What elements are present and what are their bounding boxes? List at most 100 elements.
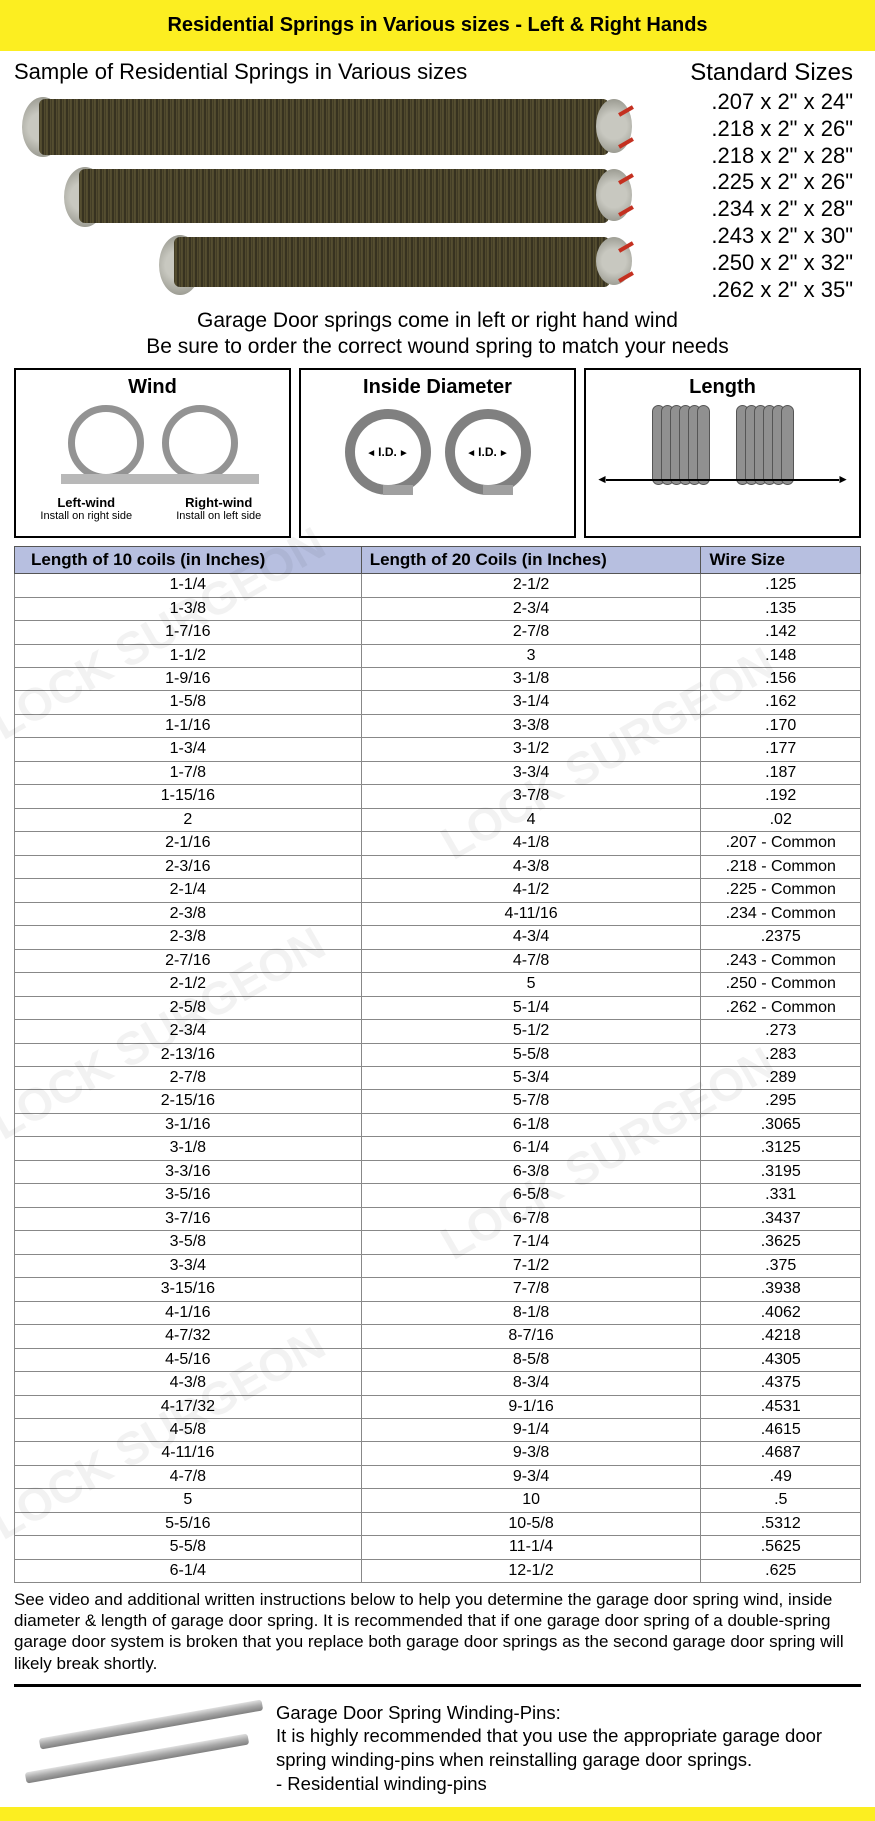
table-cell: 5-1/4	[361, 996, 701, 1019]
mid-line-1: Garage Door springs come in left or righ…	[14, 308, 861, 334]
table-row: 1-1/23.148	[15, 644, 861, 667]
table-cell: 1-9/16	[15, 668, 362, 691]
table-cell: 5-7/8	[361, 1090, 701, 1113]
table-cell: .5312	[701, 1512, 861, 1535]
table-cell: .218 - Common	[701, 855, 861, 878]
table-cell: .142	[701, 621, 861, 644]
table-row: 2-1/25.250 - Common	[15, 973, 861, 996]
table-row: 1-3/43-1/2.177	[15, 738, 861, 761]
table-cell: 3-7/8	[361, 785, 701, 808]
length-diagram: Length	[584, 368, 861, 538]
table-cell: .4687	[701, 1442, 861, 1465]
table-cell: 3-5/16	[15, 1184, 362, 1207]
table-cell: 1-3/4	[15, 738, 362, 761]
table-cell: 3-3/16	[15, 1160, 362, 1183]
table-cell: 4-3/8	[361, 855, 701, 878]
table-cell: .162	[701, 691, 861, 714]
left-wind-sub: Install on right side	[40, 510, 132, 522]
size-item: .262 x 2" x 35"	[641, 277, 853, 304]
table-cell: 8-7/16	[361, 1325, 701, 1348]
length-arrow-icon	[606, 479, 839, 481]
table-cell: .243 - Common	[701, 949, 861, 972]
table-row: 4-3/88-3/4.4375	[15, 1372, 861, 1395]
table-cell: .273	[701, 1020, 861, 1043]
table-cell: 10-5/8	[361, 1512, 701, 1535]
table-cell: 11-1/4	[361, 1536, 701, 1559]
table-row: 4-7/89-3/4.49	[15, 1465, 861, 1488]
table-cell: .5	[701, 1489, 861, 1512]
table-cell: 9-1/4	[361, 1419, 701, 1442]
table-cell: .331	[701, 1184, 861, 1207]
table-cell: 2-1/16	[15, 832, 362, 855]
table-row: 3-15/167-7/8.3938	[15, 1278, 861, 1301]
wind-title: Wind	[20, 376, 285, 399]
table-cell: 4-5/16	[15, 1348, 362, 1371]
table-cell: .375	[701, 1254, 861, 1277]
table-cell: 1-5/8	[15, 691, 362, 714]
banner-title: Residential Springs in Various sizes - L…	[0, 0, 875, 51]
table-cell: 6-5/8	[361, 1184, 701, 1207]
table-cell: 5-5/8	[361, 1043, 701, 1066]
table-cell: .4218	[701, 1325, 861, 1348]
table-row: 2-13/165-5/8.283	[15, 1043, 861, 1066]
table-row: 2-7/164-7/8.243 - Common	[15, 949, 861, 972]
table-row: 2-7/85-3/4.289	[15, 1066, 861, 1089]
right-wind-sub: Install on left side	[176, 510, 261, 522]
size-item: .218 x 2" x 28"	[641, 143, 853, 170]
inside-diameter-diagram: Inside Diameter I.D. I.D.	[299, 368, 576, 538]
table-cell: 4-1/2	[361, 879, 701, 902]
table-cell: .187	[701, 761, 861, 784]
springs-photo	[14, 89, 604, 289]
id-circle-right: I.D.	[445, 409, 531, 495]
size-item: .218 x 2" x 26"	[641, 116, 853, 143]
table-cell: 2-1/4	[15, 879, 362, 902]
table-cell: 2-3/16	[15, 855, 362, 878]
table-cell: 5-1/2	[361, 1020, 701, 1043]
table-cell: .3125	[701, 1137, 861, 1160]
table-cell: 3-3/4	[15, 1254, 362, 1277]
table-cell: 3-1/8	[361, 668, 701, 691]
table-cell: 1-7/16	[15, 621, 362, 644]
left-wind-label: Left-wind	[20, 495, 153, 510]
table-cell: 1-3/8	[15, 597, 362, 620]
table-cell: .283	[701, 1043, 861, 1066]
table-cell: .170	[701, 714, 861, 737]
table-row: 6-1/412-1/2.625	[15, 1559, 861, 1582]
table-row: 4-11/169-3/8.4687	[15, 1442, 861, 1465]
table-cell: 1-15/16	[15, 785, 362, 808]
table-cell: 6-1/4	[15, 1559, 362, 1582]
table-cell: 6-3/8	[361, 1160, 701, 1183]
table-row: 2-5/85-1/4.262 - Common	[15, 996, 861, 1019]
table-cell: 3-3/8	[361, 714, 701, 737]
bottom-yellow-bar	[0, 1807, 875, 1821]
table-cell: .4531	[701, 1395, 861, 1418]
size-item: .234 x 2" x 28"	[641, 196, 853, 223]
table-cell: 2	[15, 808, 362, 831]
table-row: 4-5/89-1/4.4615	[15, 1419, 861, 1442]
table-cell: 4-7/8	[361, 949, 701, 972]
table-row: 3-5/166-5/8.331	[15, 1184, 861, 1207]
table-cell: 4-17/32	[15, 1395, 362, 1418]
right-wind-icon	[162, 405, 238, 481]
pins-sub: - Residential winding-pins	[276, 1772, 861, 1796]
table-cell: 2-15/16	[15, 1090, 362, 1113]
table-cell: 7-7/8	[361, 1278, 701, 1301]
table-row: 5-5/811-1/4.5625	[15, 1536, 861, 1559]
table-cell: 7-1/4	[361, 1231, 701, 1254]
table-cell: .177	[701, 738, 861, 761]
table-cell: .4062	[701, 1301, 861, 1324]
table-cell: 1-7/8	[15, 761, 362, 784]
table-cell: 12-1/2	[361, 1559, 701, 1582]
table-cell: 2-7/8	[15, 1066, 362, 1089]
table-cell: 3-1/16	[15, 1113, 362, 1136]
table-cell: 2-3/8	[15, 902, 362, 925]
table-cell: 3-1/2	[361, 738, 701, 761]
table-cell: 2-3/8	[15, 926, 362, 949]
table-row: 2-15/165-7/8.295	[15, 1090, 861, 1113]
table-row: 2-3/84-11/16.234 - Common	[15, 902, 861, 925]
table-cell: 6-1/8	[361, 1113, 701, 1136]
table-cell: .295	[701, 1090, 861, 1113]
table-cell: .3938	[701, 1278, 861, 1301]
table-cell: 9-3/8	[361, 1442, 701, 1465]
divider	[14, 1684, 861, 1687]
